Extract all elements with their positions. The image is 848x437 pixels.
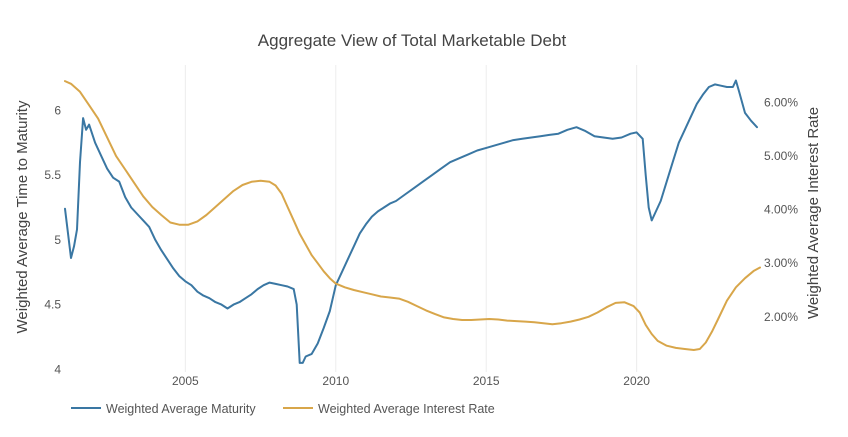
- y-axis-title-left: Weighted Average Time to Maturity: [14, 100, 31, 333]
- y-tick-label-left: 5: [54, 233, 61, 247]
- y-tick-label-left: 5.5: [44, 168, 61, 182]
- series-line-maturity: [64, 79, 758, 364]
- x-tick-label: 2020: [623, 374, 650, 388]
- y-tick-label-right: 3.00%: [764, 256, 798, 270]
- legend-label-interest: Weighted Average Interest Rate: [318, 402, 495, 416]
- y-tick-label-left: 6: [54, 103, 61, 117]
- y-tick-label-right: 4.00%: [764, 203, 798, 217]
- y-axis-title-right: Weighted Average Interest Rate: [805, 107, 822, 319]
- series-lines: [64, 79, 761, 364]
- series-line-interest-rate: [64, 80, 761, 351]
- y-tick-label-left: 4.5: [44, 298, 61, 312]
- x-tick-label: 2010: [322, 374, 349, 388]
- legend-label-maturity: Weighted Average Maturity: [106, 402, 256, 416]
- y-tick-label-right: 2.00%: [764, 310, 798, 324]
- grid: [184, 65, 638, 372]
- y-tick-label-left: 4: [54, 362, 61, 376]
- y-tick-label-right: 5.00%: [764, 149, 798, 163]
- chart-title: Aggregate View of Total Marketable Debt: [258, 31, 567, 50]
- x-tick-label: 2015: [473, 374, 500, 388]
- x-tick-label: 2005: [172, 374, 199, 388]
- y-tick-label-right: 6.00%: [764, 96, 798, 110]
- tick-labels: 2005 2010 2015 2020 4 4.5 5 5.5 6 2.00% 3.00% 4.00%…: [44, 96, 798, 388]
- legend: Weighted Average Maturity Weighted Avera…: [71, 402, 495, 416]
